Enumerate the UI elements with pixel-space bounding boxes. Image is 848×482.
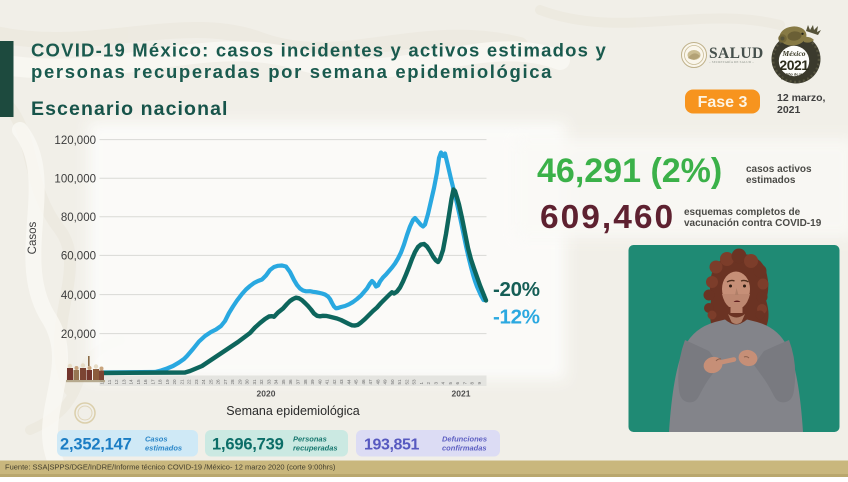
svg-text:28: 28 — [230, 379, 235, 385]
svg-text:esquemas completos de: esquemas completos de — [684, 207, 801, 218]
svg-text:52: 52 — [404, 379, 409, 385]
svg-text:100,000: 100,000 — [54, 173, 96, 185]
svg-text:1: 1 — [419, 382, 424, 385]
svg-text:41: 41 — [325, 379, 330, 385]
svg-text:personas recuperadas por seman: personas recuperadas por semana epidemio… — [31, 61, 553, 82]
svg-text:5: 5 — [448, 382, 453, 385]
svg-text:4: 4 — [441, 382, 446, 385]
svg-text:SALUD: SALUD — [709, 45, 764, 62]
svg-text:Personas: Personas — [293, 435, 327, 444]
svg-text:casos activos: casos activos — [746, 164, 812, 175]
svg-text:-12%: -12% — [493, 306, 540, 329]
svg-text:40: 40 — [317, 379, 322, 385]
svg-text:80,000: 80,000 — [61, 212, 96, 224]
svg-text:36: 36 — [288, 379, 293, 385]
svg-text:16: 16 — [143, 379, 148, 385]
svg-text:44: 44 — [346, 379, 351, 385]
svg-text:México: México — [782, 49, 806, 58]
svg-text:6: 6 — [455, 382, 460, 385]
svg-text:7: 7 — [463, 382, 468, 385]
svg-text:35: 35 — [281, 379, 286, 385]
svg-text:15: 15 — [136, 379, 141, 385]
svg-text:609,460: 609,460 — [540, 199, 675, 236]
svg-text:vacunación contra COVID-19: vacunación contra COVID-19 — [684, 218, 822, 229]
svg-text:– SECRETARÍA DE SALUD –: – SECRETARÍA DE SALUD – — [708, 59, 754, 64]
svg-text:45: 45 — [354, 379, 359, 385]
svg-text:25: 25 — [208, 379, 213, 385]
svg-text:53: 53 — [412, 379, 417, 385]
svg-text:21: 21 — [179, 379, 184, 385]
svg-text:2021: 2021 — [779, 57, 809, 73]
svg-text:confirmadas: confirmadas — [442, 444, 487, 453]
svg-text:43: 43 — [339, 379, 344, 385]
svg-text:22: 22 — [187, 379, 192, 385]
svg-text:2020: 2020 — [257, 389, 276, 399]
svg-text:13: 13 — [121, 379, 126, 385]
svg-text:14: 14 — [129, 379, 134, 385]
svg-text:COVID-19 México: casos inciden: COVID-19 México: casos incidentes y acti… — [31, 40, 607, 61]
svg-text:47: 47 — [368, 379, 373, 385]
svg-text:38: 38 — [303, 379, 308, 385]
svg-text:11: 11 — [107, 379, 112, 384]
svg-text:60,000: 60,000 — [61, 251, 96, 263]
svg-text:19: 19 — [165, 379, 170, 385]
svg-text:24: 24 — [201, 379, 206, 385]
svg-text:50: 50 — [390, 379, 395, 385]
svg-text:23: 23 — [194, 379, 199, 385]
svg-text:recuperadas: recuperadas — [293, 444, 338, 453]
svg-text:12 marzo,: 12 marzo, — [777, 92, 826, 104]
svg-text:40,000: 40,000 — [61, 290, 96, 302]
svg-text:estimados: estimados — [145, 444, 182, 453]
svg-text:Independencia: Independencia — [781, 76, 808, 80]
svg-text:-20%: -20% — [493, 278, 540, 301]
svg-text:Semana epidemiológica: Semana epidemiológica — [226, 404, 359, 418]
svg-text:33: 33 — [267, 379, 272, 385]
svg-text:42: 42 — [332, 379, 337, 385]
svg-text:37: 37 — [296, 379, 301, 385]
svg-text:2,352,147: 2,352,147 — [60, 436, 132, 454]
svg-text:Fuente: SSA|SPPS/DGE/InDRE/Inf: Fuente: SSA|SPPS/DGE/InDRE/Informe técni… — [5, 462, 336, 471]
svg-text:48: 48 — [375, 379, 380, 385]
svg-text:17: 17 — [150, 379, 155, 385]
svg-text:29: 29 — [237, 379, 242, 385]
svg-text:Casos: Casos — [145, 435, 168, 444]
svg-text:9: 9 — [477, 382, 482, 385]
svg-text:39: 39 — [310, 379, 315, 385]
svg-text:120,000: 120,000 — [54, 135, 96, 147]
svg-text:31: 31 — [252, 379, 257, 385]
svg-text:32: 32 — [259, 379, 264, 385]
svg-text:20,000: 20,000 — [61, 329, 96, 341]
svg-text:Fase 3: Fase 3 — [698, 94, 748, 111]
svg-text:Escenario nacional: Escenario nacional — [31, 98, 229, 120]
svg-text:51: 51 — [397, 379, 402, 385]
svg-text:27: 27 — [223, 379, 228, 385]
svg-text:Año de la: Año de la — [785, 73, 803, 77]
svg-text:20: 20 — [172, 379, 177, 385]
svg-text:12: 12 — [114, 379, 119, 385]
svg-text:46,291 (2%): 46,291 (2%) — [537, 152, 722, 190]
svg-text:26: 26 — [216, 379, 221, 385]
svg-text:193,851: 193,851 — [364, 437, 420, 454]
svg-text:34: 34 — [274, 379, 279, 385]
svg-text:2021: 2021 — [452, 389, 471, 399]
svg-text:estimados: estimados — [746, 175, 796, 186]
svg-text:46: 46 — [361, 379, 366, 385]
svg-text:3: 3 — [433, 382, 438, 385]
svg-text:49: 49 — [383, 379, 388, 385]
svg-text:30: 30 — [245, 379, 250, 385]
svg-text:Defunciones: Defunciones — [442, 435, 487, 444]
svg-text:2021: 2021 — [777, 104, 801, 116]
svg-text:18: 18 — [158, 379, 163, 385]
svg-text:8: 8 — [470, 382, 475, 385]
svg-text:2: 2 — [426, 382, 431, 385]
svg-text:1,696,739: 1,696,739 — [212, 436, 284, 454]
svg-text:Casos: Casos — [27, 221, 39, 254]
